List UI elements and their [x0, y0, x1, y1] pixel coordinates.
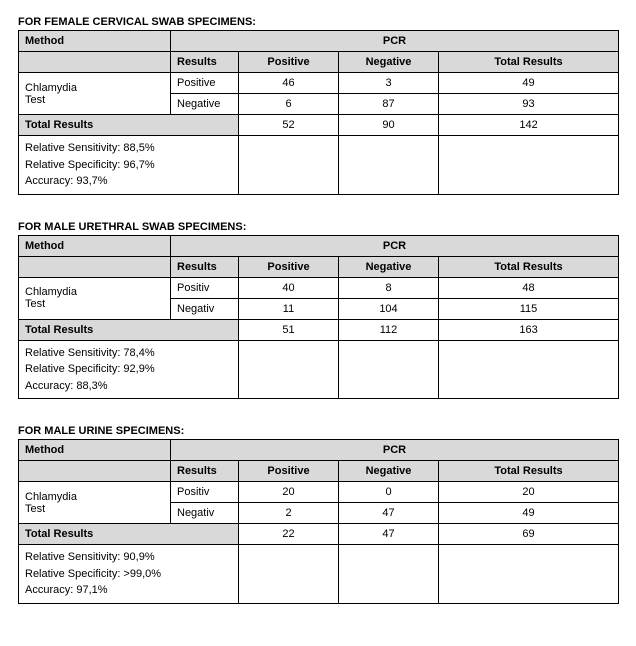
row-total-label: Total Results: [19, 115, 239, 136]
section-title: FOR MALE URINE SPECIMENS:: [18, 425, 618, 437]
pos-neg: 8: [339, 277, 439, 298]
row-negative-label: Negative: [171, 94, 239, 115]
section-2: FOR MALE URINE SPECIMENS: Method PCR Res…: [18, 425, 618, 604]
tot-total: 163: [439, 319, 619, 340]
test-label-line1: Chlamydia: [25, 82, 164, 94]
results-table: Method PCR Results Positive Negative Tot…: [18, 439, 619, 604]
positive-header: Positive: [239, 52, 339, 73]
section-0: FOR FEMALE CERVICAL SWAB SPECIMENS: Meth…: [18, 16, 618, 195]
row-positive-label: Positiv: [171, 482, 239, 503]
accuracy: Accuracy: 97,1%: [25, 582, 232, 599]
section-1: FOR MALE URETHRAL SWAB SPECIMENS: Method…: [18, 221, 618, 400]
neg-pos: 11: [239, 298, 339, 319]
test-label-line2: Test: [25, 94, 164, 106]
blank-header: [19, 461, 171, 482]
method-header: Method: [19, 31, 171, 52]
metrics-cell: Relative Sensitivity: 78,4% Relative Spe…: [19, 340, 239, 399]
test-label-line2: Test: [25, 503, 164, 515]
neg-total: 115: [439, 298, 619, 319]
negative-header: Negative: [339, 256, 439, 277]
results-header: Results: [171, 52, 239, 73]
row-total-label: Total Results: [19, 319, 239, 340]
test-label: Chlamydia Test: [19, 73, 171, 115]
row-positive-label: Positive: [171, 73, 239, 94]
tot-pos: 51: [239, 319, 339, 340]
test-label: Chlamydia Test: [19, 482, 171, 524]
metrics-blank-3: [439, 136, 619, 195]
total-results-header: Total Results: [439, 52, 619, 73]
tot-total: 69: [439, 524, 619, 545]
pos-pos: 40: [239, 277, 339, 298]
row-negative-label: Negativ: [171, 503, 239, 524]
results-header: Results: [171, 461, 239, 482]
metrics-blank-3: [439, 545, 619, 604]
pos-total: 48: [439, 277, 619, 298]
method-header: Method: [19, 235, 171, 256]
neg-total: 49: [439, 503, 619, 524]
metrics-cell: Relative Sensitivity: 90,9% Relative Spe…: [19, 545, 239, 604]
neg-neg: 87: [339, 94, 439, 115]
accuracy: Accuracy: 93,7%: [25, 173, 232, 190]
tot-pos: 52: [239, 115, 339, 136]
row-total-label: Total Results: [19, 524, 239, 545]
test-label: Chlamydia Test: [19, 277, 171, 319]
specificity: Relative Specificity: >99,0%: [25, 566, 232, 583]
pcr-header: PCR: [171, 235, 619, 256]
pos-pos: 46: [239, 73, 339, 94]
results-table: Method PCR Results Positive Negative Tot…: [18, 235, 619, 400]
pos-total: 20: [439, 482, 619, 503]
neg-total: 93: [439, 94, 619, 115]
metrics-blank-1: [239, 136, 339, 195]
metrics-blank-2: [339, 136, 439, 195]
pcr-header: PCR: [171, 440, 619, 461]
positive-header: Positive: [239, 256, 339, 277]
tot-neg: 47: [339, 524, 439, 545]
results-header: Results: [171, 256, 239, 277]
metrics-cell: Relative Sensitivity: 88,5% Relative Spe…: [19, 136, 239, 195]
pos-neg: 3: [339, 73, 439, 94]
pos-neg: 0: [339, 482, 439, 503]
results-table: Method PCR Results Positive Negative Tot…: [18, 30, 619, 195]
sensitivity: Relative Sensitivity: 88,5%: [25, 140, 232, 157]
positive-header: Positive: [239, 461, 339, 482]
tot-neg: 112: [339, 319, 439, 340]
sensitivity: Relative Sensitivity: 90,9%: [25, 549, 232, 566]
total-results-header: Total Results: [439, 461, 619, 482]
neg-pos: 2: [239, 503, 339, 524]
neg-pos: 6: [239, 94, 339, 115]
method-header: Method: [19, 440, 171, 461]
pcr-header: PCR: [171, 31, 619, 52]
tot-neg: 90: [339, 115, 439, 136]
metrics-blank-1: [239, 545, 339, 604]
section-title: FOR FEMALE CERVICAL SWAB SPECIMENS:: [18, 16, 618, 28]
tot-total: 142: [439, 115, 619, 136]
test-label-line1: Chlamydia: [25, 491, 164, 503]
accuracy: Accuracy: 88,3%: [25, 378, 232, 395]
blank-header: [19, 256, 171, 277]
negative-header: Negative: [339, 52, 439, 73]
negative-header: Negative: [339, 461, 439, 482]
total-results-header: Total Results: [439, 256, 619, 277]
pos-total: 49: [439, 73, 619, 94]
row-positive-label: Positiv: [171, 277, 239, 298]
tot-pos: 22: [239, 524, 339, 545]
pos-pos: 20: [239, 482, 339, 503]
metrics-blank-2: [339, 545, 439, 604]
test-label-line2: Test: [25, 298, 164, 310]
metrics-blank-2: [339, 340, 439, 399]
blank-header: [19, 52, 171, 73]
metrics-blank-3: [439, 340, 619, 399]
metrics-blank-1: [239, 340, 339, 399]
sensitivity: Relative Sensitivity: 78,4%: [25, 345, 232, 362]
neg-neg: 104: [339, 298, 439, 319]
specificity: Relative Specificity: 96,7%: [25, 157, 232, 174]
specificity: Relative Specificity: 92,9%: [25, 361, 232, 378]
row-negative-label: Negativ: [171, 298, 239, 319]
neg-neg: 47: [339, 503, 439, 524]
test-label-line1: Chlamydia: [25, 286, 164, 298]
section-title: FOR MALE URETHRAL SWAB SPECIMENS:: [18, 221, 618, 233]
